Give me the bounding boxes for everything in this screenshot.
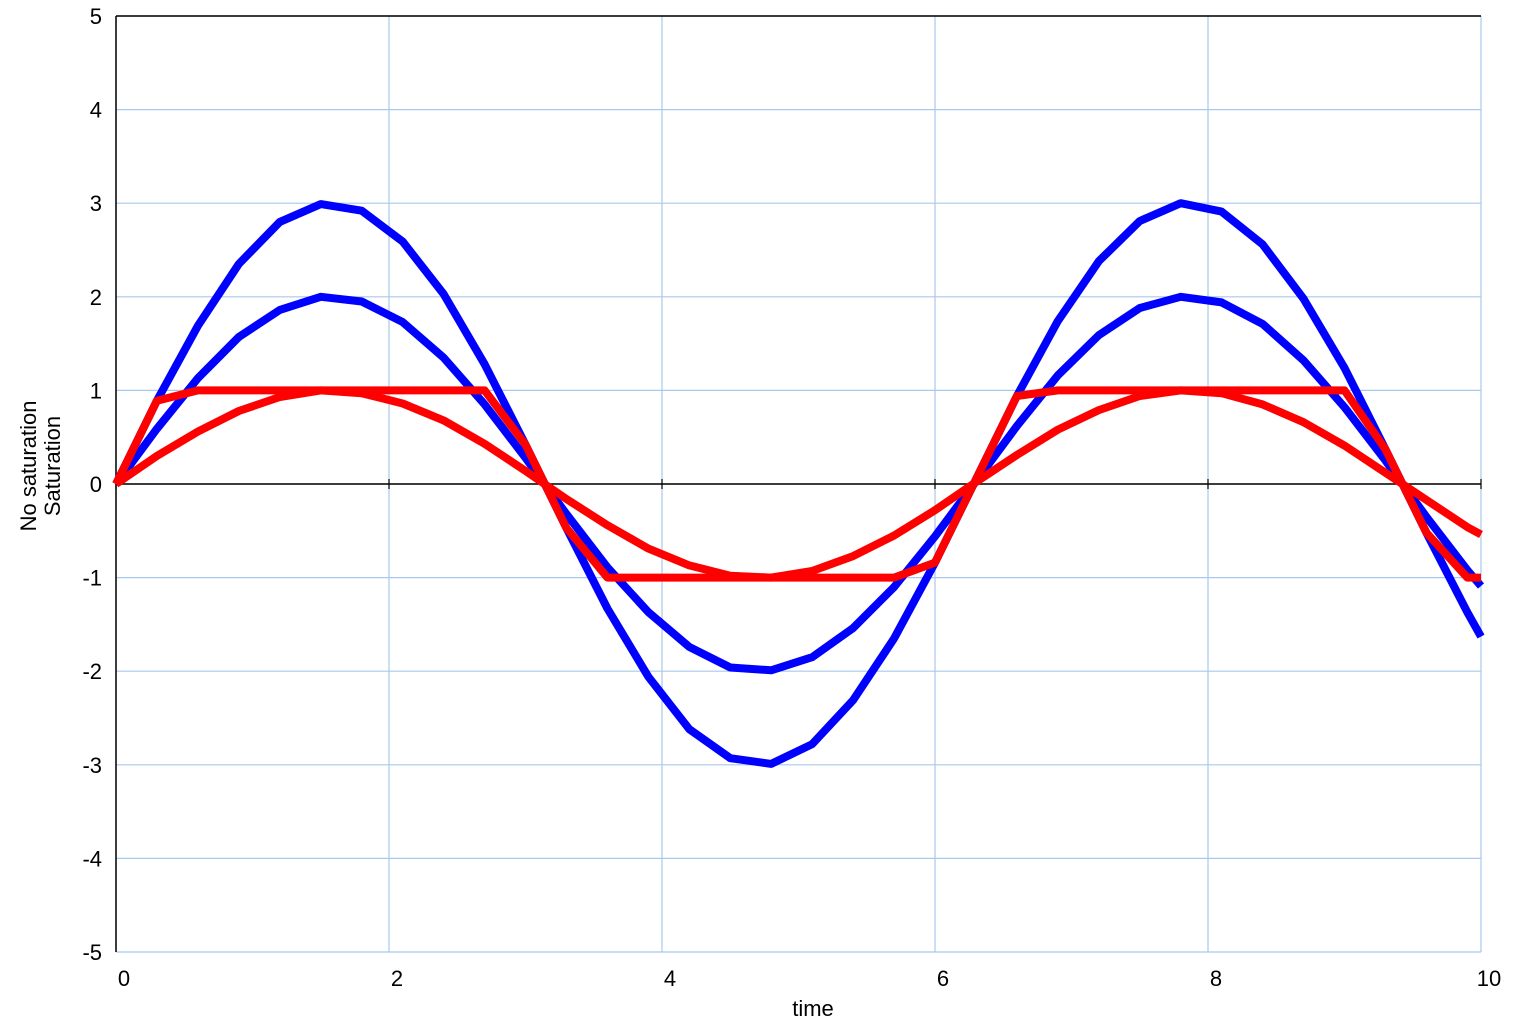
x-tick-label: 4	[664, 966, 676, 991]
x-axis-ticks: 0 2 4 6 8 10	[115, 479, 1501, 991]
x-tick-label: 10	[1477, 966, 1501, 991]
y-axis-ticks: 5 4 3 2 1 0 -1 -2 -3 -4 -5	[82, 4, 102, 965]
y-tick-label: 0	[90, 472, 102, 497]
y-axis-title-line-1: No saturation	[16, 401, 41, 532]
x-tick-label: 0	[118, 966, 130, 991]
x-axis-title: time	[792, 996, 834, 1021]
y-tick-label: -3	[82, 753, 102, 778]
series-line-4	[113, 386, 1483, 582]
y-tick-label: -5	[82, 940, 102, 965]
x-tick-label: 2	[391, 966, 403, 991]
y-tick-label: -4	[82, 846, 102, 871]
y-tick-label: -1	[82, 566, 102, 591]
y-tick-label: 4	[90, 98, 102, 123]
y-axis-title: No saturation Saturation	[16, 401, 65, 532]
series-group	[112, 199, 1485, 768]
plot-frame	[115, 15, 1481, 952]
x-tick-label: 6	[937, 966, 949, 991]
y-tick-label: 1	[90, 378, 102, 403]
y-axis-title-line-2: Saturation	[40, 416, 65, 516]
y-tick-label: 2	[90, 285, 102, 310]
y-tick-label: 3	[90, 191, 102, 216]
x-tick-label: 8	[1210, 966, 1222, 991]
series-line-2	[112, 292, 1485, 675]
y-tick-label: -2	[82, 659, 102, 684]
y-tick-label: 5	[90, 4, 102, 29]
series-line-1	[112, 199, 1485, 768]
